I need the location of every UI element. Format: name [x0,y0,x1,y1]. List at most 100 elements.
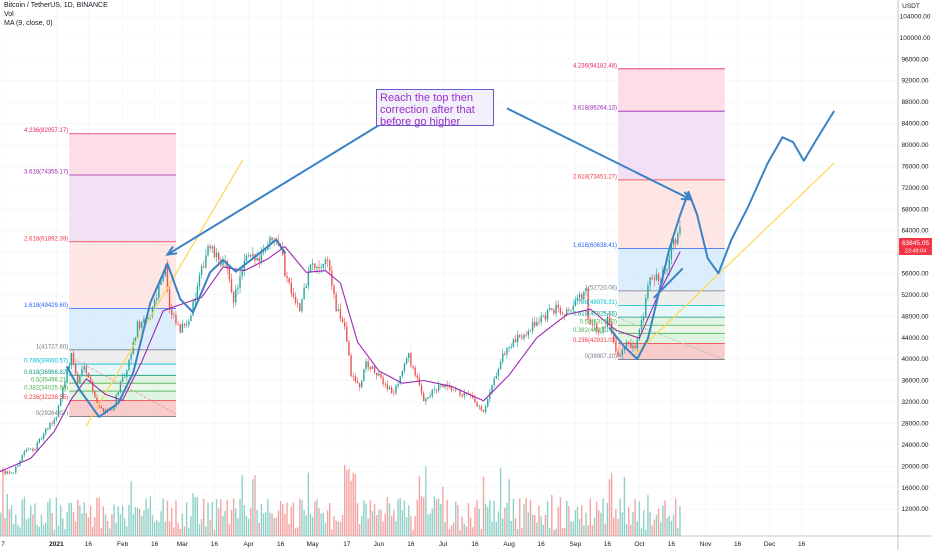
ma-indicator-label[interactable]: MA (9, close, 0) [4,20,53,27]
arrow-head [680,191,693,201]
candle-body [435,389,438,391]
candle-body [437,384,440,391]
candle-body [348,341,350,356]
candle-body [568,309,570,311]
candle-body [181,323,184,333]
volume-bar [540,516,542,536]
volume-bar [651,525,653,536]
volume-bar [384,513,386,536]
symbol-title[interactable]: Bitcoin / TetherUS, 1D, BINANCE [4,2,108,9]
candle-body [346,326,348,342]
candle-body [548,308,551,310]
candle-body [444,384,446,388]
fib-level-label: 3.618(86264.13) [573,106,617,112]
volume-bar [94,517,96,536]
volume-bar [491,521,493,536]
price-axis[interactable]: 104000.00 100000.00 96000.00 92000.00 88000.… [900,13,931,513]
candle-body [331,270,333,286]
volume-bar [17,524,19,536]
volume-bar [117,506,120,536]
candle-body [59,398,62,406]
candle-body [173,314,175,316]
candle-body [40,439,43,440]
volume-bar [399,498,401,536]
volume-bar [350,480,352,536]
volume-bar [196,496,199,536]
volume-bar [666,518,668,536]
volume-bar [250,507,252,536]
volume-bar [444,522,446,536]
y-tick-label: 24000.00 [901,442,928,449]
fib-level-label: 0.5(46313.63) [580,320,617,326]
candle-body [271,237,273,241]
x-tick-label: 16 [407,541,415,548]
candle-body [628,341,630,344]
volume-bar [630,524,632,536]
volume-bar [21,499,23,536]
volume-bar [422,497,425,536]
fib-level-label: 1.618(60638.41) [573,243,617,249]
volume-bar [55,497,58,536]
volume-bar [124,518,126,536]
volume-bar [538,505,540,536]
candle-body [153,299,156,308]
x-tick-label: Dec [764,541,776,548]
candle-body [81,369,83,377]
time-axis[interactable]: 7 2021 16 Feb 16 Mar 16 Apr 16 May 17 Jun 16 Jul 16 Aug… [1,541,805,548]
volume-bar [277,510,280,536]
volume-bar [100,528,102,536]
candle-body [292,293,295,297]
volume-bar [205,526,207,536]
candle-body [613,333,615,342]
volume-bar [506,502,508,536]
annotation-note[interactable]: Reach the top then correction after that… [376,89,494,128]
candle-body [57,405,60,418]
freehand-drawing [653,268,684,299]
volume-bar [519,498,521,536]
volume-bar [177,522,179,536]
candle-body [314,263,316,269]
volume-bar [632,512,634,536]
drawings [0,95,835,473]
volume-bar [30,505,32,536]
candle-body [566,309,568,316]
volume-bar [587,525,589,536]
volume-bar [119,514,122,536]
candle-body [89,377,92,382]
volume-bar [647,495,649,536]
volume-bar [461,516,463,536]
candle-body [203,266,205,268]
candle-body [34,449,36,451]
candle-body [598,329,600,333]
candle-body [484,406,487,412]
fibonacci-labels: 0(29264.07) 0.236(32238.55) 0.382(34025.60… [24,63,617,417]
volume-bar [252,479,254,536]
volume-indicator-label[interactable]: Vol [4,11,14,18]
candle-body [448,386,451,387]
y-tick-label: 16000.00 [901,485,928,492]
candle-body [408,353,410,359]
dashed-line [73,358,177,415]
volume-bar [301,500,303,536]
volume-bar [516,529,519,536]
candle-body [333,285,335,294]
volume-bar [416,499,418,536]
candle-body [642,316,645,321]
volume-bar [363,500,365,536]
volume-bar [376,515,378,536]
volume-bar [27,517,30,536]
volume-bar [245,515,248,536]
volume-bar [136,507,139,536]
candle-body [124,376,126,378]
y-tick-label: 12000.00 [901,506,928,513]
candle-body [395,385,397,394]
volume-bar [145,498,147,536]
volume-bar [348,468,350,536]
candle-body [326,259,329,261]
freehand-drawing [608,110,835,360]
volume-bar [636,520,638,536]
candle-body [542,315,544,316]
volume-bar [606,503,609,536]
fib-level-label: 1.618(49429.60) [24,303,68,309]
